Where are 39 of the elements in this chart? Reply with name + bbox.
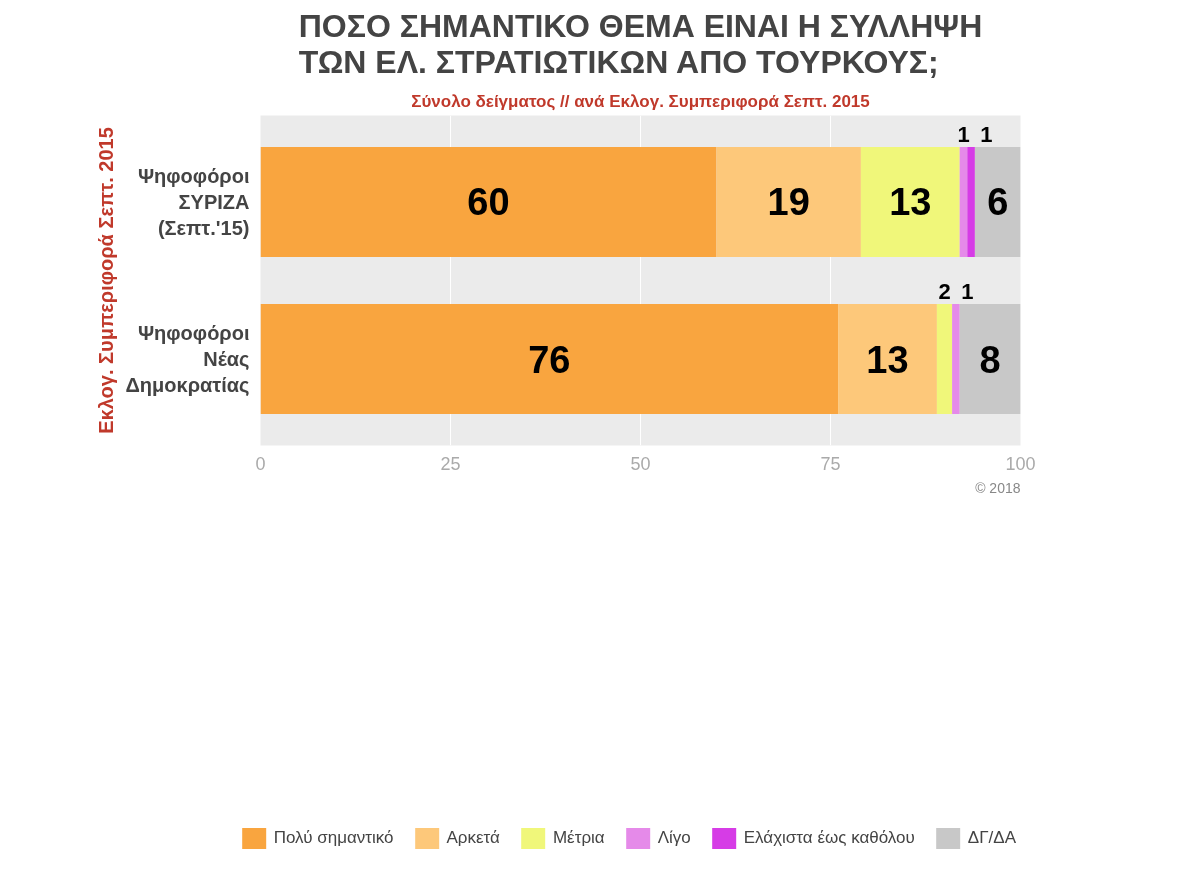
x-tick-label: 25 [440,453,461,474]
data-label: 13 [889,181,932,224]
chart-subtitle: Σύνολο δείγματος // ανά Εκλογ. Συμπεριφορά Σεπτ. 2015 [411,91,870,111]
data-label: 2 [938,279,951,304]
bar [860,146,960,257]
bar [716,146,861,257]
legend-label: ΔΓ/ΔΑ [967,828,1016,849]
y-tick-label: Ψηφοφόροι ΣΥΡΙΖΑ (Σεπτ.'15) [137,164,250,240]
bar [959,146,968,257]
data-label: 76 [528,338,571,381]
y-axis-title: Εκλογ. Συμπεριφορά Σεπτ. 2015 [95,127,118,434]
data-label: 60 [467,181,510,224]
data-label: 1 [957,121,970,147]
data-label: 1 [980,121,993,147]
bar [967,146,975,257]
x-tick-label: 100 [1005,453,1036,474]
legend-label: Λίγο [657,828,691,849]
data-label: 19 [767,181,810,224]
bar [260,304,839,415]
x-tick-label: 0 [255,453,266,474]
data-label: 6 [987,181,1009,224]
x-tick-label: 75 [820,453,841,474]
data-label: 13 [866,338,909,381]
bar [260,146,717,257]
legend-label: Αρκετά [446,828,500,849]
x-tick-label: 50 [630,453,651,474]
bar [838,304,937,415]
text: © 2018 [975,479,1021,496]
legend-label: Ελάχιστα έως καθόλου [743,828,915,849]
legend-label: Πολύ σημαντικό [273,828,394,849]
y-tick-label: Ψηφοφόροι Νέας Δημοκρατίας [125,321,250,397]
legend-label: Μέτρια [552,828,605,849]
bar [952,304,960,415]
data-label: 8 [979,338,1001,381]
data-label: 1 [961,279,974,304]
bar [974,146,1021,257]
chart-title: ΠΟΣΟ ΣΗΜΑΝΤΙΚΟ ΘΕΜΑ ΕΙΝΑΙ Η ΣΥΛΛΗΨΗ ΤΩΝ ΕΛ. ΣΤΡΑΤΙΩΤΙΚΩΝ ΑΠΟ ΤΟΥΡΚΟΥΣ; [298,7,983,80]
bar [959,304,1021,415]
bar [936,304,953,415]
